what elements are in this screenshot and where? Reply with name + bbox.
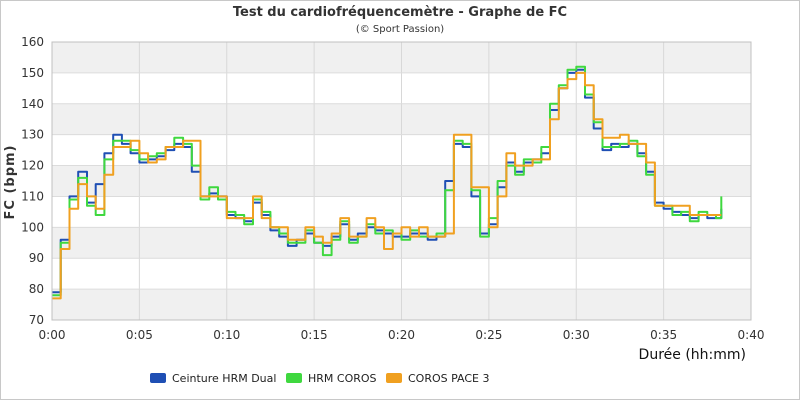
legend-label: HRM COROS bbox=[308, 372, 377, 385]
y-tick-label: 90 bbox=[29, 251, 44, 265]
legend: Ceinture HRM Dual HRM COROS COROS PACE 3 bbox=[150, 372, 490, 385]
x-tick-label: 0:40 bbox=[738, 328, 765, 342]
legend-swatch bbox=[386, 373, 402, 383]
chart-title: Test du cardiofréquencemètre - Graphe de… bbox=[233, 5, 567, 20]
plot-border bbox=[51, 41, 752, 321]
x-tick-label: 0:10 bbox=[213, 328, 240, 342]
series-lines bbox=[52, 65, 723, 300]
y-tick-label: 100 bbox=[21, 220, 44, 234]
x-tick-label: 0:15 bbox=[301, 328, 328, 342]
x-axis-ticks: 0:00 0:05 0:10 0:15 0:20 0:25 0:30 0:35 0:40 bbox=[39, 328, 765, 342]
x-tick-label: 0:35 bbox=[650, 328, 677, 342]
x-tick-label: 0:05 bbox=[126, 328, 153, 342]
y-tick-label: 110 bbox=[21, 189, 44, 203]
x-tick-label: 0:30 bbox=[563, 328, 590, 342]
y-axis-ticks: 70 80 90 100 110 120 130 140 150 160 bbox=[21, 35, 44, 327]
y-tick-label: 70 bbox=[29, 313, 44, 327]
x-tick-label: 0:00 bbox=[39, 328, 66, 342]
series-line-3 bbox=[52, 71, 722, 300]
chart-subtitle: (© Sport Passion) bbox=[356, 24, 444, 35]
y-axis-label: FC (bpm) bbox=[3, 145, 18, 220]
legend-swatch bbox=[286, 373, 302, 383]
y-tick-label: 130 bbox=[21, 128, 44, 142]
legend-label: COROS PACE 3 bbox=[408, 372, 490, 385]
x-tick-label: 0:25 bbox=[475, 328, 502, 342]
legend-swatch bbox=[150, 373, 166, 383]
y-tick-label: 120 bbox=[21, 159, 44, 173]
y-tick-label: 80 bbox=[29, 282, 44, 296]
y-tick-label: 150 bbox=[21, 66, 44, 80]
x-tick-label: 0:20 bbox=[388, 328, 415, 342]
legend-label: Ceinture HRM Dual bbox=[172, 372, 276, 385]
x-axis-label: Durée (hh:mm) bbox=[639, 347, 746, 363]
y-tick-label: 140 bbox=[21, 97, 44, 111]
y-tick-label: 160 bbox=[21, 35, 44, 49]
